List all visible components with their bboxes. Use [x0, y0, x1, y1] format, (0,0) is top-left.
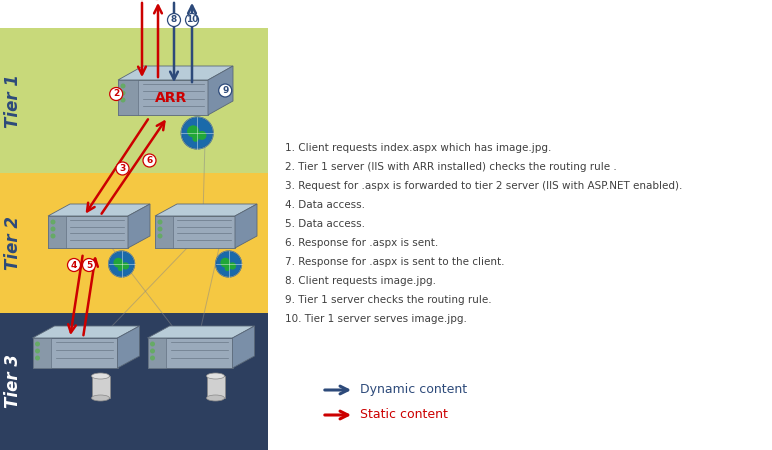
- Polygon shape: [235, 204, 257, 248]
- Text: Tier 3: Tier 3: [4, 355, 22, 409]
- Circle shape: [192, 135, 199, 142]
- Polygon shape: [147, 338, 232, 368]
- Circle shape: [158, 227, 162, 231]
- Text: Tier 1: Tier 1: [4, 73, 22, 127]
- Polygon shape: [32, 326, 140, 338]
- Circle shape: [36, 349, 39, 353]
- Circle shape: [187, 125, 199, 138]
- Text: Tier 2: Tier 2: [4, 216, 22, 270]
- Polygon shape: [48, 216, 66, 248]
- Polygon shape: [128, 204, 150, 248]
- Circle shape: [229, 262, 236, 270]
- Circle shape: [185, 14, 198, 27]
- Circle shape: [121, 91, 125, 95]
- Ellipse shape: [206, 373, 225, 379]
- Text: 9. Tier 1 server checks the routing rule.: 9. Tier 1 server checks the routing rule…: [285, 295, 492, 305]
- Polygon shape: [92, 376, 110, 398]
- Text: 4. Data access.: 4. Data access.: [285, 200, 365, 210]
- Polygon shape: [155, 216, 235, 248]
- Text: 4: 4: [71, 261, 77, 270]
- Circle shape: [36, 342, 39, 346]
- Circle shape: [181, 117, 213, 149]
- Circle shape: [121, 84, 125, 88]
- Circle shape: [225, 266, 230, 271]
- Polygon shape: [32, 338, 117, 368]
- Polygon shape: [206, 376, 225, 398]
- Text: Dynamic content: Dynamic content: [360, 383, 467, 396]
- Text: 6: 6: [147, 156, 153, 165]
- Circle shape: [51, 220, 55, 224]
- Polygon shape: [0, 173, 268, 313]
- Circle shape: [51, 234, 55, 238]
- Polygon shape: [155, 216, 173, 248]
- Polygon shape: [32, 338, 51, 368]
- Circle shape: [116, 162, 129, 175]
- Text: 8. Client requests image.jpg.: 8. Client requests image.jpg.: [285, 276, 436, 286]
- Circle shape: [198, 131, 206, 140]
- Circle shape: [83, 258, 96, 271]
- Circle shape: [221, 258, 230, 268]
- Circle shape: [168, 14, 181, 27]
- Circle shape: [110, 87, 123, 100]
- Text: ARR: ARR: [155, 90, 187, 104]
- Polygon shape: [208, 66, 233, 115]
- Circle shape: [51, 227, 55, 231]
- Polygon shape: [0, 313, 268, 450]
- Polygon shape: [155, 204, 257, 216]
- Text: 10. Tier 1 server serves image.jpg.: 10. Tier 1 server serves image.jpg.: [285, 314, 467, 324]
- Text: 2: 2: [113, 90, 120, 99]
- Text: 1. Client requests index.aspx which has image.jpg.: 1. Client requests index.aspx which has …: [285, 143, 551, 153]
- Circle shape: [215, 251, 242, 277]
- Circle shape: [158, 234, 162, 238]
- Polygon shape: [118, 66, 233, 80]
- Text: 10: 10: [186, 15, 198, 24]
- Text: Static content: Static content: [360, 409, 448, 422]
- Circle shape: [151, 342, 154, 346]
- Polygon shape: [48, 204, 150, 216]
- Text: 5. Data access.: 5. Data access.: [285, 219, 365, 229]
- Polygon shape: [147, 338, 166, 368]
- Polygon shape: [0, 28, 268, 173]
- Circle shape: [151, 356, 154, 360]
- Polygon shape: [48, 216, 128, 248]
- Circle shape: [122, 262, 129, 270]
- Circle shape: [143, 154, 156, 167]
- Text: 7. Response for .aspx is sent to the client.: 7. Response for .aspx is sent to the cli…: [285, 257, 504, 267]
- Circle shape: [109, 251, 134, 277]
- Circle shape: [117, 266, 123, 271]
- Circle shape: [151, 349, 154, 353]
- Polygon shape: [118, 80, 208, 115]
- Circle shape: [67, 258, 80, 271]
- Ellipse shape: [92, 373, 110, 379]
- Polygon shape: [147, 326, 255, 338]
- Text: 6. Response for .aspx is sent.: 6. Response for .aspx is sent.: [285, 238, 438, 248]
- Circle shape: [113, 258, 124, 268]
- Circle shape: [121, 98, 125, 102]
- Text: 9: 9: [222, 86, 229, 95]
- Text: 3. Request for .aspx is forwarded to tier 2 server (IIS with ASP.NET enabled).: 3. Request for .aspx is forwarded to tie…: [285, 181, 682, 191]
- Polygon shape: [118, 80, 137, 115]
- Circle shape: [218, 84, 232, 97]
- Text: 2. Tier 1 server (IIS with ARR installed) checks the routing rule .: 2. Tier 1 server (IIS with ARR installed…: [285, 162, 617, 172]
- Text: 5: 5: [86, 261, 92, 270]
- Ellipse shape: [206, 395, 225, 401]
- Ellipse shape: [92, 395, 110, 401]
- Polygon shape: [232, 326, 255, 368]
- Polygon shape: [117, 326, 140, 368]
- Circle shape: [36, 356, 39, 360]
- Circle shape: [158, 220, 162, 224]
- Text: 3: 3: [120, 164, 126, 173]
- Text: 8: 8: [171, 15, 177, 24]
